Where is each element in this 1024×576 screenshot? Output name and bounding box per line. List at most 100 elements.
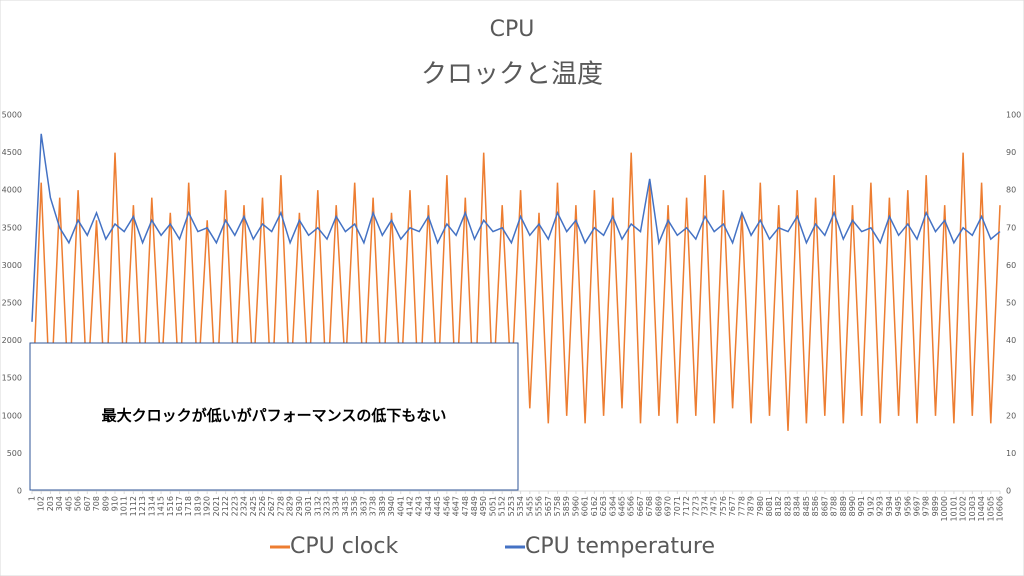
x-tick-label: 8384 (793, 496, 802, 516)
x-tick-label: 4647 (452, 496, 461, 516)
x-tick-label: 910 (110, 496, 119, 511)
series-line (31, 152, 1001, 431)
series-line (31, 133, 1001, 322)
x-tick-label: 10101 (949, 496, 958, 521)
x-tick-label: 3536 (350, 496, 359, 516)
x-tick-label: 6869 (654, 496, 663, 516)
x-tick-label: 7475 (710, 496, 719, 516)
x-tick-label: 9495 (894, 496, 903, 516)
x-tick-label: 10404 (977, 496, 986, 521)
x-tick-label: 4041 (396, 496, 405, 516)
x-tick-label: 9091 (857, 496, 866, 516)
x-tick-label: 3637 (359, 496, 368, 516)
chart-title: CPU (490, 17, 535, 42)
y2-tick-label: 30 (1006, 374, 1016, 383)
x-tick-label: 8283 (783, 496, 792, 516)
annotation-box (29, 342, 519, 491)
y2-tick-label: 10 (1006, 449, 1016, 458)
x-tick-label: 7071 (673, 496, 682, 516)
x-tick-label: 6061 (581, 496, 590, 516)
x-tick-label: 3132 (313, 496, 322, 516)
x-tick-label: 6667 (636, 496, 645, 516)
y2-tick-label: 80 (1006, 186, 1016, 195)
y2-tick-label: 40 (1006, 336, 1016, 345)
y2-tick-label: 70 (1006, 223, 1016, 232)
y-tick-label: 4500 (2, 148, 22, 157)
x-tick-label: 10000 (940, 496, 949, 521)
x-tick-label: 8889 (839, 496, 848, 516)
legend-label: CPU temperature (525, 534, 715, 559)
y2-tick-label: 100 (1006, 111, 1021, 120)
x-tick-label: 6566 (627, 496, 636, 516)
x-tick-label: 3940 (387, 496, 396, 516)
x-tick-label: 8990 (848, 496, 857, 516)
x-tick-label: 1415 (157, 496, 166, 516)
y-tick-label: 2000 (2, 336, 22, 345)
x-tick-label: 5253 (507, 496, 516, 516)
x-tick-label: 7677 (728, 496, 737, 516)
x-tick-label: 2829 (286, 496, 295, 516)
x-tick-label: 102 (37, 496, 46, 511)
x-tick-label: 1516 (166, 496, 175, 516)
x-tick-label: 7879 (747, 496, 756, 516)
x-tick-label: 5960 (571, 496, 580, 516)
y-tick-label: 3500 (2, 223, 22, 232)
y-tick-label: 3000 (2, 261, 22, 270)
y-tick-label: 5000 (2, 111, 22, 120)
x-tick-label: 9293 (876, 496, 885, 516)
x-tick-label: 4344 (424, 496, 433, 516)
x-tick-label: 9798 (922, 496, 931, 516)
x-tick-label: 7980 (756, 496, 765, 516)
x-tick-label: 9697 (913, 496, 922, 516)
x-tick-label: 6970 (664, 496, 673, 516)
chart-subtitle: クロックと温度 (421, 60, 603, 90)
x-tick-label: 6162 (590, 496, 599, 516)
x-tick-label: 5859 (562, 496, 571, 516)
x-tick-label: 7576 (719, 496, 728, 516)
x-tick-label: 8485 (802, 496, 811, 516)
x-tick-label: 1112 (129, 496, 138, 516)
x-tick-label: 10505 (986, 496, 995, 521)
x-tick-label: 2930 (295, 496, 304, 516)
x-tick-label: 6768 (645, 496, 654, 516)
x-tick-label: 6263 (599, 496, 608, 516)
x-tick-label: 10303 (968, 496, 977, 521)
y-tick-label: 500 (7, 449, 22, 458)
x-tick-label: 5556 (535, 496, 544, 516)
x-tick-label: 2627 (267, 496, 276, 516)
x-tick-label: 2728 (276, 496, 285, 516)
x-tick-label: 7172 (682, 496, 691, 516)
x-tick-label: 8687 (820, 496, 829, 516)
x-tick-label: 1718 (184, 496, 193, 516)
x-tick-label: 3334 (332, 496, 341, 516)
x-tick-label: 5758 (553, 496, 562, 516)
y-tick-label: 1500 (2, 374, 22, 383)
x-tick-label: 9596 (903, 496, 912, 516)
x-tick-label: 3839 (378, 496, 387, 516)
x-tick-label: 9394 (885, 496, 894, 516)
x-tick-label: 506 (74, 496, 83, 511)
legend: CPU clock CPU temperature (270, 534, 715, 559)
x-tick-label: 8081 (765, 496, 774, 516)
y2-tick-label: 90 (1006, 148, 1016, 157)
x-tick-label: 3031 (304, 496, 313, 516)
x-tick-label: 5455 (525, 496, 534, 516)
x-tick-label: 1 (28, 496, 37, 501)
x-tick-label: 405 (64, 496, 73, 511)
x-tick-label: 9192 (866, 496, 875, 516)
x-tick-label: 10202 (959, 496, 968, 521)
x-tick-label: 9899 (931, 496, 940, 516)
x-tick-label: 2122 (221, 496, 230, 516)
x-tick-label: 2324 (240, 496, 249, 516)
y-tick-label: 4000 (2, 186, 22, 195)
y-tick-label: 0 (17, 487, 22, 496)
x-tick-label: 2021 (212, 496, 221, 516)
x-tick-label: 7273 (691, 496, 700, 516)
x-tick-label: 10606 (996, 496, 1005, 521)
x-tick-label: 8586 (811, 496, 820, 516)
x-tick-label: 3233 (323, 496, 332, 516)
x-tick-label: 4849 (470, 496, 479, 516)
x-tick-label: 1819 (193, 496, 202, 516)
